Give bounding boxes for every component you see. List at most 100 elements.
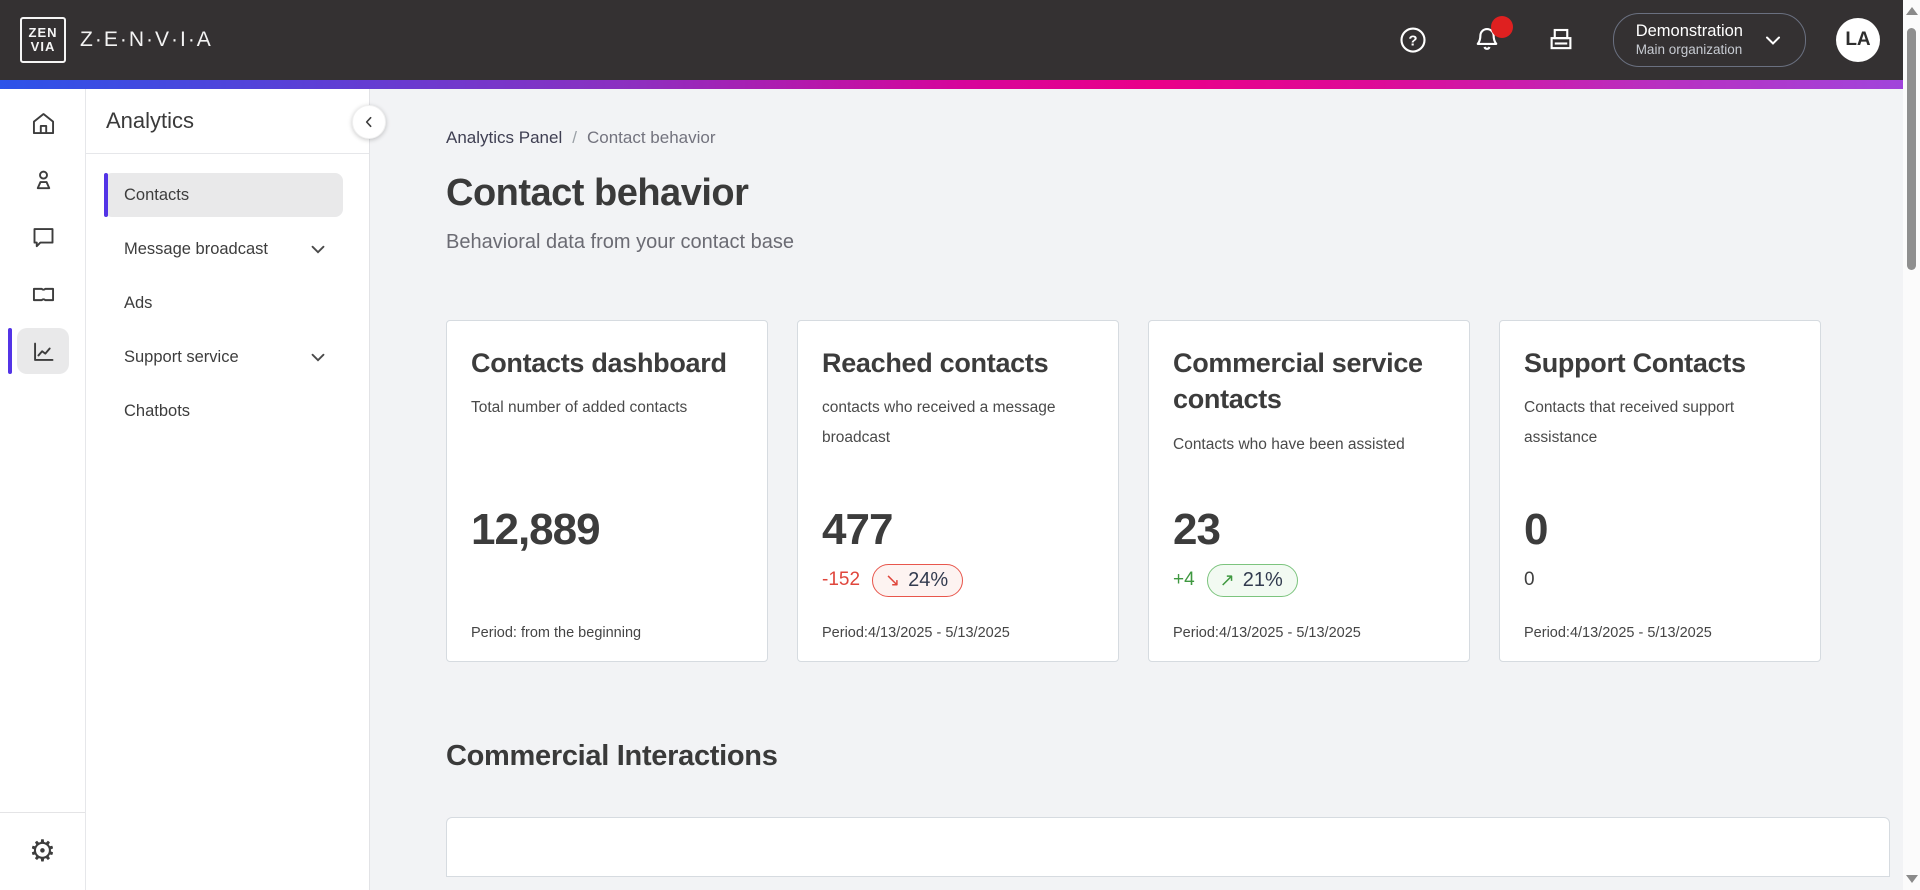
stat-cards-row: Contacts dashboard Total number of added… — [446, 320, 1920, 662]
analytics-sidebar: Analytics Contacts Message broadcast — [86, 89, 386, 890]
delta-value: 0 — [1524, 569, 1535, 590]
sidebar-header: Analytics — [86, 89, 369, 153]
sidebar-item-chatbots[interactable]: Chatbots — [104, 389, 343, 433]
sidebar-collapse-button[interactable] — [352, 105, 386, 139]
nav-rail-footer: ⚙ — [0, 812, 85, 890]
page-scrollbar — [1903, 0, 1920, 890]
sidebar-title: Analytics — [106, 108, 195, 133]
section-title-commercial-interactions: Commercial Interactions — [446, 740, 778, 772]
card-delta-row: 0 — [1524, 561, 1796, 599]
home-icon — [17, 100, 69, 146]
breadcrumb-current: Contact behavior — [586, 128, 716, 147]
card-period: Period: from the beginning — [471, 625, 642, 641]
rail-item-analytics[interactable] — [0, 325, 86, 377]
help-button[interactable]: ? — [1395, 22, 1431, 58]
settings-gear-icon[interactable]: ⚙ — [29, 834, 56, 868]
sidebar-item-message-broadcast[interactable]: Message broadcast — [104, 227, 343, 271]
organization-detail: Main organization — [1635, 41, 1743, 57]
bell-icon — [1472, 25, 1502, 55]
scrollbar-up-arrow[interactable] — [1906, 7, 1918, 15]
card-value: 0 — [1524, 505, 1548, 554]
active-rail-indicator — [8, 328, 12, 374]
card-delta-row: -152 ↘ 24% — [822, 561, 1094, 599]
delta-value: -152 — [822, 569, 861, 590]
page-subtitle: Behavioral data from your contact base — [446, 231, 794, 253]
trend-badge: ↗ 21% — [1206, 563, 1298, 597]
svg-text:?: ? — [1408, 33, 1417, 50]
rail-item-home[interactable] — [0, 97, 86, 149]
brand-gradient-bar — [0, 80, 1920, 89]
page-title: Contact behavior — [446, 172, 749, 214]
chevron-down-icon — [307, 238, 329, 260]
organization-name: Demonstration — [1635, 22, 1743, 41]
card-value: 12,889 — [471, 505, 601, 554]
nav-rail: ⚙ — [0, 89, 86, 890]
card-description: contacts who received a message broadcas… — [822, 399, 1056, 446]
chevron-down-icon — [307, 346, 329, 368]
rail-item-conversations[interactable] — [0, 211, 86, 263]
app-shell: ⚙ Analytics Contacts Message broadcast — [0, 89, 1920, 890]
sidebar-divider — [86, 153, 369, 154]
sidebar-item-label: Support service — [124, 347, 239, 366]
organization-texts: Demonstration Main organization — [1636, 21, 1743, 59]
topbar-actions: ? Demonstr — [1357, 13, 1880, 67]
rail-item-contacts[interactable] — [0, 154, 86, 206]
card-reached-contacts: Reached contacts contacts who received a… — [797, 320, 1119, 662]
analytics-chart-icon — [17, 328, 69, 374]
avatar-initials: LA — [1845, 29, 1871, 50]
trend-percentage: 21% — [1242, 568, 1283, 591]
trend-up-icon: ↗ — [1219, 569, 1235, 590]
scrollbar-thumb[interactable] — [1907, 28, 1916, 270]
sidebar-item-label: Contacts — [124, 185, 190, 204]
trend-badge: ↘ 24% — [872, 563, 964, 597]
card-period: Period:4/13/2025 - 5/13/2025 — [822, 625, 1010, 641]
logo-line-2: VIA — [30, 39, 56, 54]
topbar: ZEN VIA Z·E·N·V·I·A ? — [0, 0, 1920, 80]
organization-switcher[interactable]: Demonstration Main organization — [1612, 13, 1806, 67]
chevron-down-icon — [1761, 28, 1785, 52]
card-value: 477 — [822, 505, 893, 554]
brand-name: Z·E·N·V·I·A — [80, 28, 213, 51]
card-title: Support Contacts — [1524, 348, 1746, 378]
sidebar-items: Contacts Message broadcast Ads Support s… — [86, 173, 369, 433]
sidebar-item-ads[interactable]: Ads — [104, 281, 343, 325]
chevron-left-icon — [361, 114, 377, 130]
trend-percentage: 24% — [908, 568, 949, 591]
card-delta-row — [471, 561, 743, 599]
logo-line-1: ZEN — [28, 25, 58, 41]
nav-rail-items — [0, 89, 85, 377]
card-value: 23 — [1173, 505, 1221, 554]
delta-value: +4 — [1173, 569, 1195, 590]
card-title: Reached contacts — [822, 348, 1049, 378]
breadcrumb-separator: / — [572, 128, 577, 147]
commercial-interactions-card — [446, 817, 1890, 877]
main-content: Analytics Panel / Contact behavior Conta… — [370, 89, 1920, 890]
notification-badge — [1490, 16, 1513, 38]
sidebar-item-support-service[interactable]: Support service — [104, 335, 343, 379]
chat-bubble-icon — [17, 214, 69, 260]
sidebar-item-label: Ads — [124, 293, 153, 312]
zenvia-logo-icon: ZEN VIA — [20, 17, 66, 63]
printer-icon — [1546, 25, 1576, 55]
sidebar-item-label: Chatbots — [124, 401, 191, 420]
notifications-button[interactable] — [1469, 16, 1513, 58]
breadcrumb: Analytics Panel / Contact behavior — [446, 128, 1920, 148]
help-icon: ? — [1398, 25, 1428, 55]
trend-down-icon: ↘ — [885, 569, 901, 590]
card-description: Total number of added contacts — [471, 399, 688, 417]
breadcrumb-parent-link[interactable]: Analytics Panel — [446, 128, 563, 147]
card-contacts-dashboard: Contacts dashboard Total number of added… — [446, 320, 768, 662]
brand-block: ZEN VIA Z·E·N·V·I·A — [20, 17, 213, 63]
avatar[interactable]: LA — [1836, 18, 1880, 62]
card-commercial-service-contacts: Commercial service contacts Contacts who… — [1148, 320, 1470, 662]
sidebar-item-contacts[interactable]: Contacts — [104, 173, 343, 217]
card-title: Contacts dashboard — [471, 348, 727, 378]
card-delta-row: +4 ↗ 21% — [1173, 561, 1445, 599]
scrollbar-down-arrow[interactable] — [1906, 875, 1918, 883]
card-support-contacts: Support Contacts Contacts that received … — [1499, 320, 1821, 662]
card-period: Period:4/13/2025 - 5/13/2025 — [1524, 625, 1712, 641]
rail-item-tickets[interactable] — [0, 268, 86, 320]
card-period: Period:4/13/2025 - 5/13/2025 — [1173, 625, 1361, 641]
print-button[interactable] — [1543, 22, 1579, 58]
card-description: Contacts that received support assistanc… — [1524, 399, 1735, 446]
